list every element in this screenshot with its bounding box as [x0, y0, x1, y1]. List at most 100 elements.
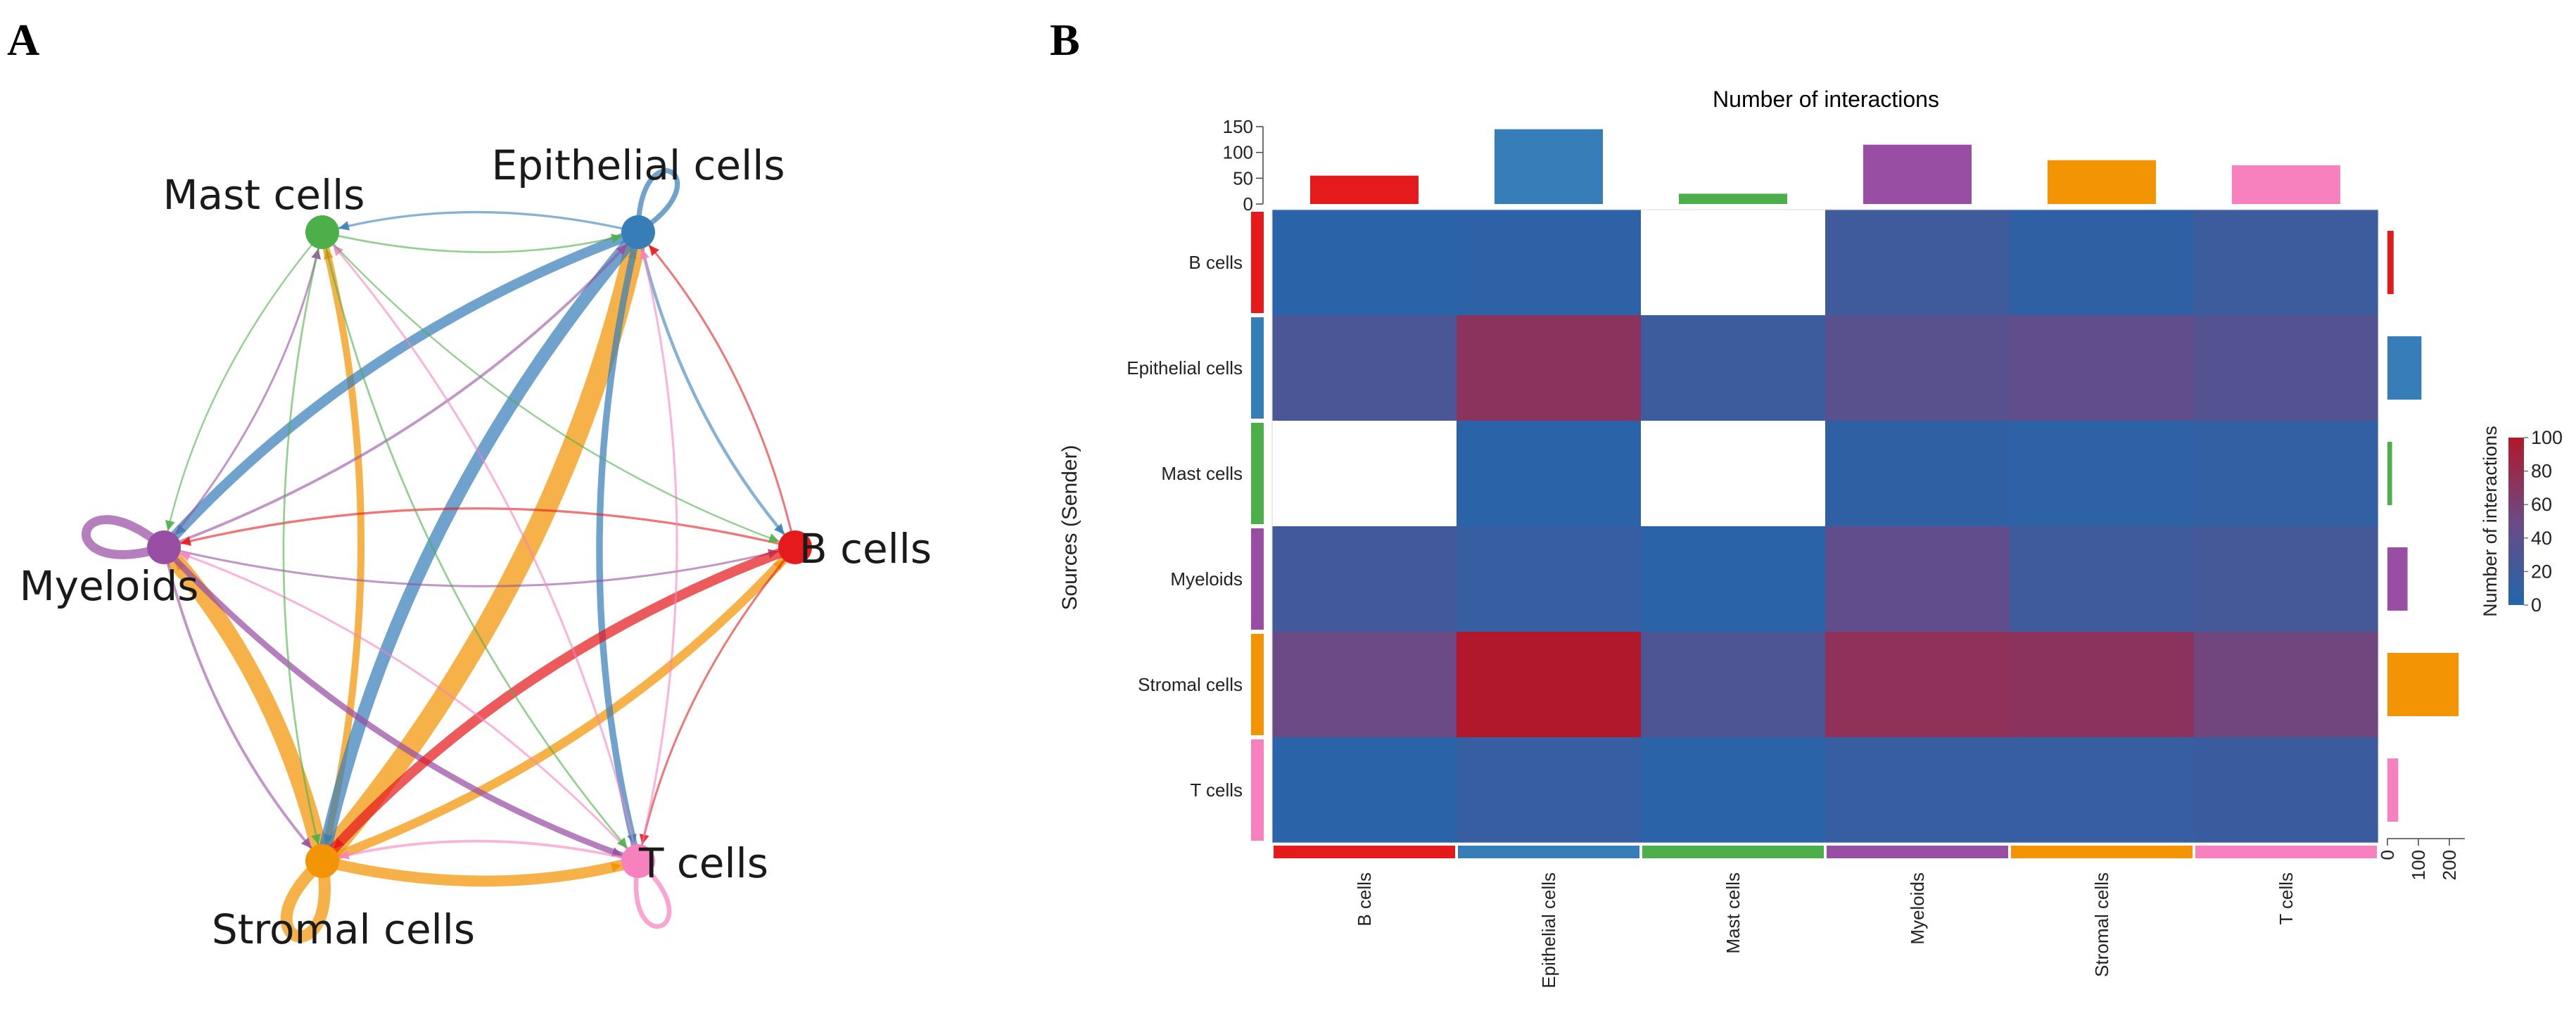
- right-bar-annotation: 0 100 200: [2377, 231, 2465, 880]
- cell-mast-cells-t-cells: [2194, 421, 2379, 527]
- network-plot: Mast cells Epithelial cells Myeloids B cell…: [20, 141, 932, 953]
- arrowhead-mast-cells-to-stromal-cells: [311, 834, 321, 845]
- edge-mast-cells-to-epithelial-cells: [321, 231, 623, 253]
- col-strip-stromal-cells: [2011, 846, 2193, 858]
- cell-myeloids-epithelial-cells: [1457, 526, 1642, 632]
- cell-epithelial-cells-myeloids: [1825, 315, 2010, 421]
- arrowhead-epithelial-cells-to-b-cells: [773, 523, 785, 535]
- cell-myeloids-myeloids: [1825, 526, 2010, 632]
- row-label-t-cells: T cells: [1190, 780, 1243, 801]
- node-label-mast-cells: Mast cells: [163, 171, 365, 219]
- edge-epithelial-cells-to-stromal-cells: [319, 225, 645, 851]
- legend-tick-label-0: 0: [2531, 594, 2542, 616]
- col-strip-b-cells: [1274, 846, 1455, 858]
- right-bar-tick-label-0: 0: [2377, 850, 2398, 860]
- cell-epithelial-cells-b-cells: [1272, 315, 1457, 421]
- edge-myeloids-to-t-cells: [160, 544, 626, 859]
- legend-tick-label-100: 100: [2531, 427, 2563, 448]
- right-bar-mast-cells: [2387, 442, 2392, 505]
- cell-myeloids-t-cells: [2194, 526, 2379, 632]
- legend-color-bar: [2508, 438, 2524, 605]
- network-edges: [82, 168, 801, 943]
- cell-mast-cells-mast-cells: [1641, 421, 1826, 527]
- arrowhead-myeloids-to-epithelial-cells: [616, 244, 627, 255]
- legend-tick-label-80: 80: [2531, 461, 2552, 482]
- node-t-cells: [621, 844, 655, 878]
- cell-mast-cells-epithelial-cells: [1457, 421, 1642, 527]
- node-label-stromal-cells: Stromal cells: [212, 905, 475, 953]
- edge-b-cells-to-epithelial-cells: [647, 243, 797, 549]
- arrowhead-mast-cells-to-t-cells: [616, 837, 628, 848]
- cell-stromal-cells-myeloids: [1825, 632, 2010, 738]
- top-bar-tick-label-0: 0: [1243, 193, 1253, 215]
- cell-stromal-cells-b-cells: [1272, 632, 1457, 738]
- legend-tick-label-40: 40: [2531, 528, 2552, 549]
- edge-stromal-cells-to-epithelial-cells: [312, 238, 645, 872]
- right-bar-tick-label-200: 200: [2439, 850, 2460, 880]
- arrowhead-mast-cells-to-epithelial-cells: [611, 234, 622, 243]
- col-label-stromal-cells: Stromal cells: [2091, 872, 2112, 977]
- edge-t-cells-to-t-cells: [633, 858, 672, 929]
- edge-stromal-cells-to-t-cells: [317, 855, 628, 887]
- edge-epithelial-cells-to-epithelial-cells: [635, 168, 680, 235]
- arrowhead-t-cells-to-epithelial-cells: [640, 248, 649, 260]
- arrowhead-stromal-cells-to-t-cells: [611, 863, 622, 872]
- column-color-strip: [1274, 846, 2377, 858]
- arrowhead-mast-cells-to-myeloids: [165, 520, 175, 531]
- col-strip-mast-cells: [1642, 846, 1824, 858]
- right-bar-b-cells: [2387, 231, 2394, 294]
- arrowhead-stromal-cells-to-b-cells: [773, 559, 784, 571]
- cell-myeloids-stromal-cells: [2010, 526, 2195, 632]
- col-label-epithelial-cells: Epithelial cells: [1538, 872, 1559, 988]
- col-label-t-cells: T cells: [2276, 872, 2297, 925]
- arrowhead-myeloids-to-stromal-cells: [300, 837, 312, 848]
- legend-tick-label-60: 60: [2531, 494, 2552, 515]
- cell-stromal-cells-stromal-cells: [2010, 632, 2195, 738]
- arrowhead-epithelial-cells-to-myeloids: [175, 524, 186, 535]
- top-bar-tick-label-150: 150: [1223, 116, 1253, 137]
- cell-t-cells-b-cells: [1272, 737, 1457, 844]
- cell-b-cells-b-cells: [1272, 210, 1457, 316]
- row-strip-t-cells: [1251, 739, 1264, 841]
- cell-b-cells-mast-cells: [1641, 210, 1826, 316]
- column-labels: B cells Epithelial cells Mast cells Myeloid…: [1354, 872, 2297, 988]
- panel-b-label: B: [1050, 15, 1080, 65]
- edge-epithelial-cells-to-t-cells: [596, 229, 642, 848]
- y-axis-label: Sources (Sender): [1058, 445, 1081, 610]
- arrowhead-mast-cells-to-b-cells: [768, 533, 780, 543]
- right-bar-tick-label-100: 100: [2408, 850, 2429, 880]
- edge-myeloids-to-myeloids: [82, 515, 169, 559]
- row-label-myeloids: Myeloids: [1170, 568, 1243, 590]
- node-label-t-cells: T cells: [638, 839, 768, 887]
- cell-epithelial-cells-stromal-cells: [2010, 315, 2195, 421]
- edge-t-cells-to-mast-cells: [331, 243, 640, 863]
- cell-b-cells-t-cells: [2194, 210, 2379, 316]
- node-stromal-cells: [305, 844, 339, 878]
- panel-a-label: A: [7, 15, 39, 65]
- top-bar-b-cells: [1310, 175, 1419, 204]
- cell-myeloids-mast-cells: [1641, 526, 1826, 632]
- cell-stromal-cells-t-cells: [2194, 632, 2379, 738]
- row-strip-mast-cells: [1251, 423, 1264, 524]
- color-legend: 0 20 40 60 80 100 Number of interactions: [2480, 426, 2563, 617]
- heatmap-cells: [1271, 209, 2379, 844]
- cell-t-cells-mast-cells: [1641, 737, 1826, 844]
- node-myeloids: [147, 530, 181, 564]
- edge-epithelial-cells-to-b-cells: [636, 230, 786, 536]
- top-bar-stromal-cells: [2048, 160, 2156, 204]
- node-label-epithelial-cells: Epithelial cells: [491, 141, 785, 189]
- node-epithelial-cells: [621, 215, 655, 249]
- arrowhead-myeloids-to-t-cells: [611, 847, 623, 857]
- cell-stromal-cells-mast-cells: [1641, 632, 1826, 738]
- cell-t-cells-epithelial-cells: [1457, 737, 1642, 844]
- cell-b-cells-stromal-cells: [2010, 210, 2195, 316]
- cell-b-cells-myeloids: [1825, 210, 2010, 316]
- row-strip-epithelial-cells: [1251, 317, 1264, 419]
- edge-myeloids-to-mast-cells: [163, 247, 320, 549]
- edge-mast-cells-to-t-cells: [321, 231, 628, 850]
- row-strip-b-cells: [1251, 212, 1264, 313]
- col-strip-t-cells: [2195, 846, 2377, 858]
- edge-myeloids-to-stromal-cells: [163, 546, 313, 850]
- arrowhead-epithelial-cells-to-mast-cells: [338, 221, 350, 231]
